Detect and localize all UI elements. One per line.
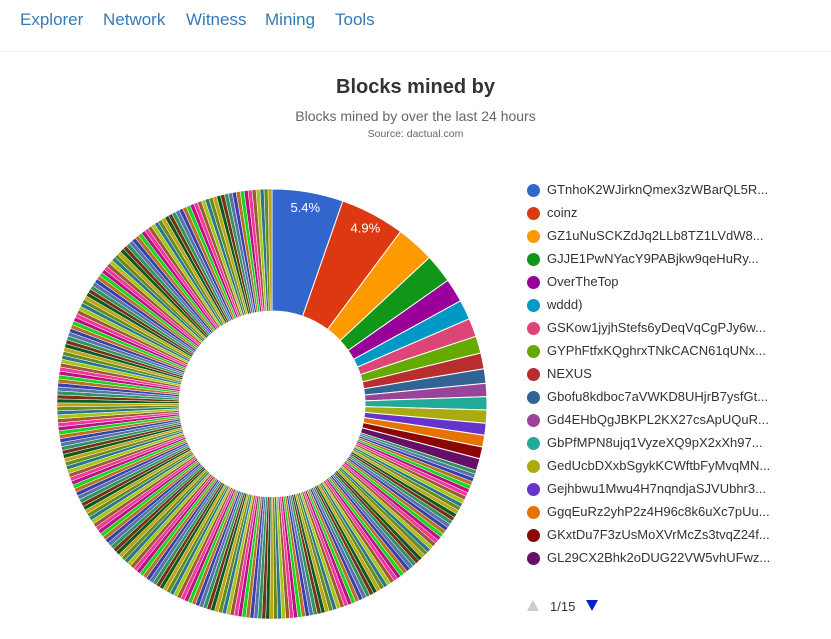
nav-explorer[interactable]: Explorer xyxy=(20,10,84,29)
legend-item[interactable]: Gejhbwu1Mwu4H7nqndjaSJVUbhr3... xyxy=(527,480,827,503)
legend-item[interactable]: wddd) xyxy=(527,296,827,319)
legend-dot xyxy=(527,276,540,289)
legend-label: GbPfMPN8ujq1VyzeXQ9pX2xXh97... xyxy=(547,435,763,450)
legend-label: GTnhoK2WJirknQmex3zWBarQL5R... xyxy=(547,182,769,197)
legend-label: NEXUS xyxy=(547,366,592,381)
legend-label: GJJE1PwNYacY9PABjkw9qeHuRy... xyxy=(547,251,759,266)
legend-label: GZ1uNuSCKZdJq2LLb8TZ1LVdW8... xyxy=(547,228,764,243)
legend-dot xyxy=(527,322,540,335)
pager-text: 1/15 xyxy=(550,599,576,614)
legend-dot xyxy=(527,506,540,519)
legend-dot xyxy=(527,529,540,542)
legend-label: GKxtDu7F3zUsMoXVrMcZs3tvqZ24f... xyxy=(547,527,770,542)
legend-dot xyxy=(527,414,540,427)
triangle-up-icon[interactable] xyxy=(527,600,539,611)
legend-item[interactable]: GKxtDu7F3zUsMoXVrMcZs3tvqZ24f... xyxy=(527,526,827,549)
legend-label: Gd4EHbQgJBKPL2KX27csApUQuR... xyxy=(547,412,769,427)
legend-dot xyxy=(527,552,540,565)
data-label: 4.9% xyxy=(351,220,381,235)
pie-slice-other[interactable] xyxy=(267,188,273,312)
chart-title: Blocks mined by xyxy=(336,76,495,98)
data-label: 5.4% xyxy=(290,200,320,215)
legend-item[interactable]: GSKow1jyjhStefs6yDeqVqCgPJy6w... xyxy=(527,319,827,342)
legend-label: coinz xyxy=(547,205,578,220)
nav-tools[interactable]: Tools xyxy=(335,10,375,29)
legend-dot xyxy=(527,368,540,381)
nav-network[interactable]: Network xyxy=(103,10,166,29)
legend-item[interactable]: GedUcbDXxbSgykKCWftbFyMvqMN... xyxy=(527,457,827,480)
legend-dot xyxy=(527,345,540,358)
legend-item[interactable]: GYPhFtfxKQghrxTNkCACN61qUNx... xyxy=(527,342,827,365)
nav-mining[interactable]: Mining xyxy=(265,10,316,29)
legend-dot xyxy=(527,207,540,220)
legend-dot xyxy=(527,460,540,473)
nav-witness[interactable]: Witness xyxy=(186,10,247,29)
legend-label: OverTheTop xyxy=(547,274,619,289)
legend-label: GedUcbDXxbSgykKCWftbFyMvqMN... xyxy=(547,458,771,473)
legend-item[interactable]: GZ1uNuSCKZdJq2LLb8TZ1LVdW8... xyxy=(527,227,827,250)
legend-dot xyxy=(527,391,540,404)
legend-label: GgqEuRz2yhP2z4H96c8k6uXc7pUu... xyxy=(547,504,770,519)
legend-item[interactable]: Gd4EHbQgJBKPL2KX27csApUQuR... xyxy=(527,411,827,434)
legend-dot xyxy=(527,299,540,312)
legend-item[interactable]: GbPfMPN8ujq1VyzeXQ9pX2xXh97... xyxy=(527,434,827,457)
legend-label: Gejhbwu1Mwu4H7nqndjaSJVUbhr3... xyxy=(547,481,766,496)
legend-label: wddd) xyxy=(547,297,583,312)
chart-credits[interactable]: Source: dactual.com xyxy=(367,128,464,140)
legend-label: GSKow1jyjhStefs6yDeqVqCgPJy6w... xyxy=(547,320,766,335)
legend-dot xyxy=(527,483,540,496)
legend-item[interactable]: Gbofu8kdboc7aVWKD8UHjrB7ysfGt... xyxy=(527,388,827,411)
legend-item[interactable]: GL29CX2Bhk2oDUG22VW5vhUFwz... xyxy=(527,549,827,572)
legend-dot xyxy=(527,437,540,450)
legend-item[interactable]: GgqEuRz2yhP2z4H96c8k6uXc7pUu... xyxy=(527,503,827,526)
triangle-down-icon[interactable] xyxy=(586,600,598,611)
legend-label: Gbofu8kdboc7aVWKD8UHjrB7ysfGt... xyxy=(547,389,769,404)
legend-item[interactable]: NEXUS xyxy=(527,365,827,388)
legend-item[interactable]: GTnhoK2WJirknQmex3zWBarQL5R... xyxy=(527,181,827,204)
top-nav: Explorer Network Witness Mining Tools xyxy=(0,0,831,52)
chart-legend: GTnhoK2WJirknQmex3zWBarQL5R... coinz GZ1uN… xyxy=(527,181,827,572)
legend-item[interactable]: GJJE1PwNYacY9PABjkw9qeHuRy... xyxy=(527,250,827,273)
legend-label: GYPhFtfxKQghrxTNkCACN61qUNx... xyxy=(547,343,766,358)
chart-subtitle: Blocks mined by over the last 24 hours xyxy=(295,108,536,124)
legend-dot xyxy=(527,230,540,243)
legend-label: GL29CX2Bhk2oDUG22VW5vhUFwz... xyxy=(547,550,771,565)
legend-item[interactable]: coinz xyxy=(527,204,827,227)
legend-dot xyxy=(527,253,540,266)
legend-item[interactable]: OverTheTop xyxy=(527,273,827,296)
legend-dot xyxy=(527,184,540,197)
